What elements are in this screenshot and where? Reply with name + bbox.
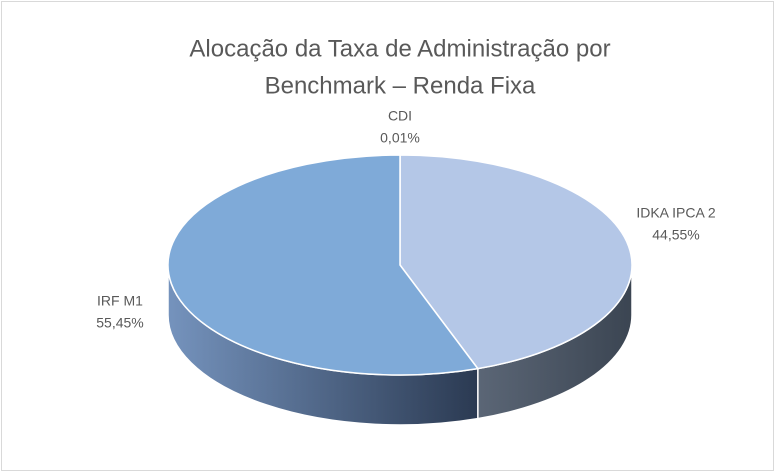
chart-title: Benchmark – Renda Fixa (265, 72, 536, 99)
chart-title: Alocação da Taxa de Administração por (189, 35, 610, 62)
category-label: IDKA IPCA 2 (636, 205, 716, 221)
value-label: 55,45% (96, 315, 143, 331)
category-label: IRF M1 (97, 293, 143, 309)
value-label: 44,55% (652, 227, 699, 243)
value-label: 0,01% (380, 130, 420, 146)
pie-slice (167, 154, 480, 376)
pie (167, 154, 633, 426)
category-label: CDI (388, 108, 412, 124)
pie-slice (399, 154, 633, 370)
